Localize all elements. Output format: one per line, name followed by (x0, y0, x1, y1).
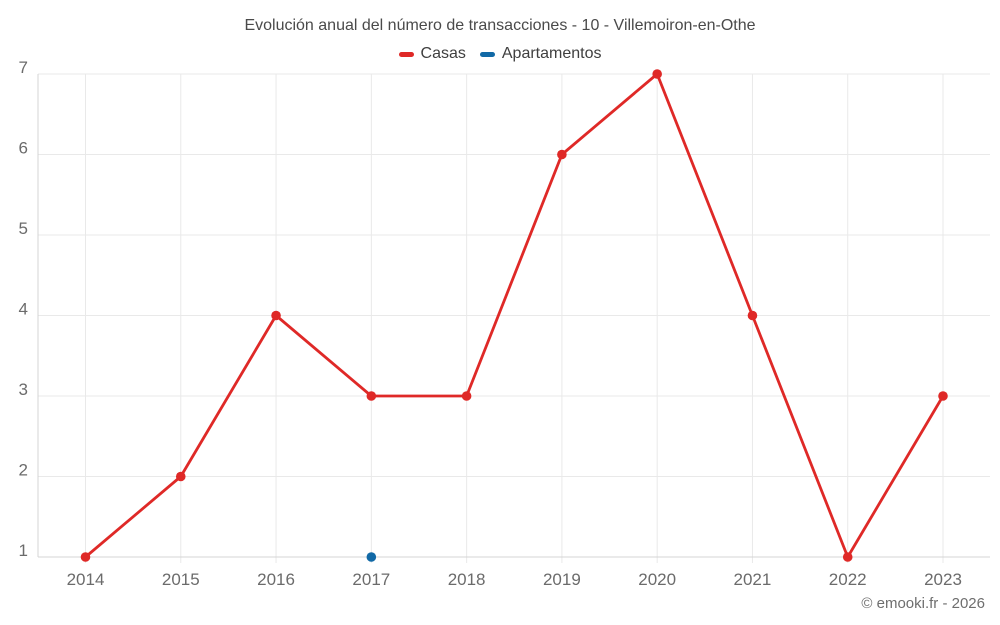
y-axis-tick-label: 1 (19, 541, 28, 560)
y-axis-tick-label: 2 (19, 461, 28, 480)
apartamentos-series-swatch-icon (479, 51, 495, 57)
y-axis-tick-label: 7 (19, 58, 28, 77)
legend-item-apartamentos[interactable]: Apartamentos (479, 45, 602, 63)
copyright-credit: © emooki.fr - 2026 (861, 595, 985, 612)
data-point-casas[interactable] (842, 552, 853, 562)
casas-series-swatch-icon (398, 51, 414, 57)
x-axis-tick-label: 2019 (543, 570, 581, 589)
data-point-casas[interactable] (461, 391, 472, 401)
y-axis-tick-label: 5 (19, 219, 28, 238)
x-axis-tick-label: 2023 (924, 570, 962, 589)
data-point-casas[interactable] (747, 310, 758, 321)
y-axis-tick-label: 3 (19, 380, 28, 399)
legend-label-apartamentos: Apartamentos (501, 45, 602, 62)
x-axis-tick-label: 2016 (257, 570, 295, 589)
y-axis-tick-label: 4 (19, 300, 28, 319)
data-point-casas[interactable] (80, 552, 91, 562)
series-line-casas (84, 72, 945, 559)
x-axis-tick-label: 2022 (829, 570, 867, 589)
chart-title: Evolución anual del número de transaccio… (244, 17, 756, 34)
legend: Casas Apartamentos (0, 45, 1000, 63)
data-point-casas[interactable] (175, 471, 186, 482)
x-axis-tick-label: 2014 (67, 570, 105, 589)
x-axis-tick-label: 2017 (352, 570, 390, 589)
data-point-casas[interactable] (652, 69, 662, 79)
data-point-casas[interactable] (366, 391, 377, 401)
x-axis-tick-label: 2021 (734, 570, 772, 589)
x-axis-tick-label: 2018 (448, 570, 486, 589)
legend-item-casas[interactable]: Casas (398, 45, 466, 63)
x-axis-tick-label: 2015 (162, 570, 200, 589)
y-axis-tick-label: 6 (19, 139, 28, 158)
data-point-casas[interactable] (557, 149, 567, 160)
legend-label-casas: Casas (420, 45, 466, 62)
data-point-apartamentos[interactable] (366, 552, 377, 562)
data-point-casas[interactable] (271, 310, 281, 321)
data-point-casas[interactable] (938, 391, 948, 401)
x-axis-tick-label: 2020 (638, 570, 676, 589)
